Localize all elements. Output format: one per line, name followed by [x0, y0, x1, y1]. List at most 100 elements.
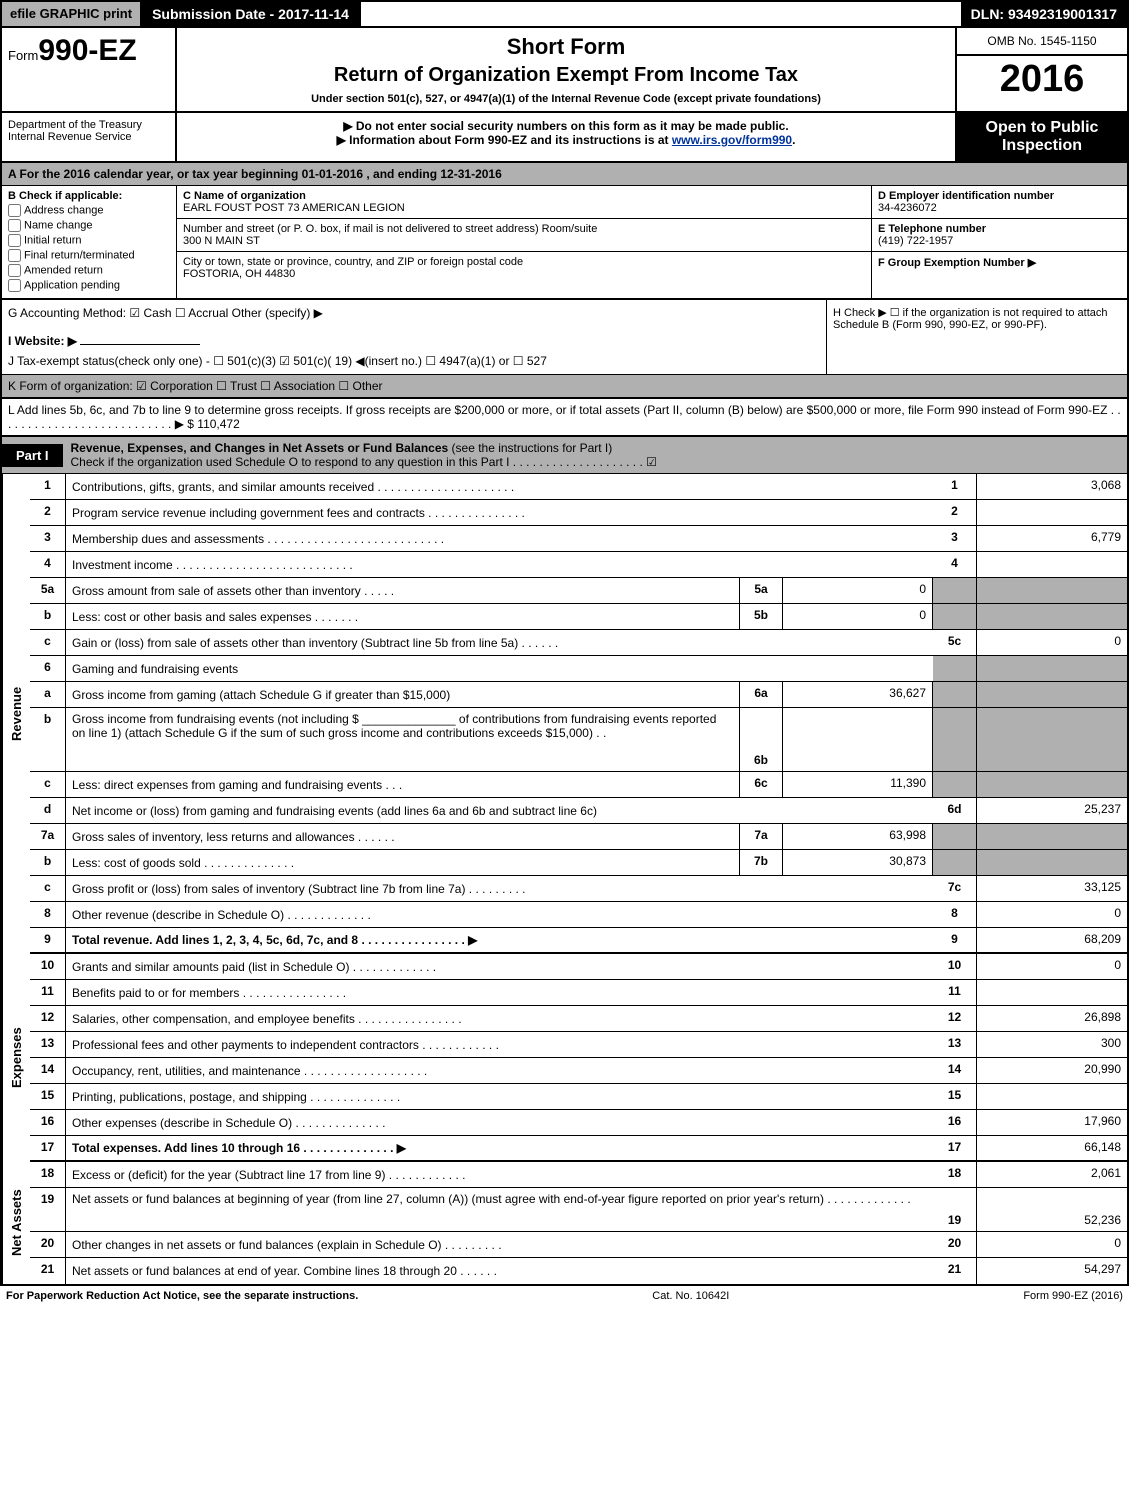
- line-5b-mbox: 5b: [739, 604, 783, 629]
- header-row-1: Form990-EZ Short Form Return of Organiza…: [0, 28, 1129, 113]
- line-6-desc: Gaming and fundraising events: [66, 656, 933, 681]
- line-6a-mval: 36,627: [783, 682, 933, 707]
- line-7b-num: b: [30, 850, 66, 875]
- omb-number: OMB No. 1545-1150: [957, 28, 1127, 56]
- line-8-val: 0: [977, 902, 1127, 927]
- line-11-num: 11: [30, 980, 66, 1005]
- header-row-2: Department of the Treasury Internal Reve…: [0, 113, 1129, 163]
- line-6-num: 6: [30, 656, 66, 681]
- line-6a-rvalblank: [977, 682, 1127, 707]
- open-line-1: Open to Public: [963, 119, 1121, 137]
- line-5a: 5a Gross amount from sale of assets othe…: [30, 578, 1127, 604]
- line-12-desc: Salaries, other compensation, and employ…: [66, 1006, 933, 1031]
- line-14-desc: Occupancy, rent, utilities, and maintena…: [66, 1058, 933, 1083]
- line-6b: b Gross income from fundraising events (…: [30, 708, 1127, 772]
- line-21-desc: Net assets or fund balances at end of ye…: [66, 1258, 933, 1284]
- line-7a-rvalblank: [977, 824, 1127, 849]
- return-title: Return of Organization Exempt From Incom…: [187, 64, 945, 87]
- part-1-title-block: Revenue, Expenses, and Changes in Net As…: [63, 437, 665, 473]
- part-1-header: Part I Revenue, Expenses, and Changes in…: [0, 437, 1129, 474]
- form990-link[interactable]: www.irs.gov/form990: [672, 133, 792, 147]
- line-2-box: 2: [933, 500, 977, 525]
- website-field[interactable]: [80, 344, 200, 345]
- part-1-check-line: Check if the organization used Schedule …: [71, 455, 657, 469]
- check-application-pending[interactable]: Application pending: [8, 279, 170, 292]
- section-i-label: I Website: ▶: [8, 334, 77, 348]
- expenses-side-label: Expenses: [2, 954, 30, 1162]
- line-11-box: 11: [933, 980, 977, 1005]
- line-5a-mval: 0: [783, 578, 933, 603]
- section-gh-row: G Accounting Method: ☑ Cash ☐ Accrual Ot…: [0, 300, 1129, 375]
- line-5a-mbox: 5a: [739, 578, 783, 603]
- footer-right: Form 990-EZ (2016): [1023, 1290, 1123, 1302]
- line-9: 9 Total revenue. Add lines 1, 2, 3, 4, 5…: [30, 928, 1127, 954]
- line-8-desc: Other revenue (describe in Schedule O) .…: [66, 902, 933, 927]
- part-1-pill: Part I: [2, 444, 63, 467]
- check-address-change[interactable]: Address change: [8, 204, 170, 217]
- section-def-column: D Employer identification number 34-4236…: [872, 186, 1127, 298]
- org-addr-value: 300 N MAIN ST: [183, 235, 260, 247]
- instr-line-1: ▶ Do not enter social security numbers o…: [187, 119, 945, 133]
- line-5a-desc: Gross amount from sale of assets other t…: [66, 578, 739, 603]
- line-19-val: 52,236: [977, 1188, 1127, 1231]
- line-6c-mval: 11,390: [783, 772, 933, 797]
- line-4-desc: Investment income . . . . . . . . . . . …: [66, 552, 933, 577]
- line-17-box: 17: [933, 1136, 977, 1160]
- line-6b-mbox: 6b: [739, 708, 783, 771]
- tel-value: (419) 722-1957: [878, 235, 953, 247]
- section-b-column: B Check if applicable: Address change Na…: [2, 186, 177, 298]
- form-number-cell: Form990-EZ: [2, 28, 177, 111]
- efile-print-button[interactable]: efile GRAPHIC print: [2, 2, 142, 26]
- line-5c-num: c: [30, 630, 66, 655]
- group-exemption-label: F Group Exemption Number ▶: [878, 257, 1036, 269]
- line-15-box: 15: [933, 1084, 977, 1109]
- line-6a-rblank: [933, 682, 977, 707]
- line-4-num: 4: [30, 552, 66, 577]
- check-amended-return[interactable]: Amended return: [8, 264, 170, 277]
- ein-value: 34-4236072: [878, 202, 937, 214]
- line-6a: a Gross income from gaming (attach Sched…: [30, 682, 1127, 708]
- footer-center: Cat. No. 10642I: [652, 1290, 729, 1302]
- check-initial-return[interactable]: Initial return: [8, 234, 170, 247]
- info-row: B Check if applicable: Address change Na…: [0, 186, 1129, 300]
- check-name-change[interactable]: Name change: [8, 219, 170, 232]
- instructions-cell: ▶ Do not enter social security numbers o…: [177, 113, 957, 161]
- line-5c: c Gain or (loss) from sale of assets oth…: [30, 630, 1127, 656]
- check-final-return[interactable]: Final return/terminated: [8, 249, 170, 262]
- line-16-desc: Other expenses (describe in Schedule O) …: [66, 1110, 933, 1135]
- ein-label: D Employer identification number: [878, 190, 1054, 202]
- line-7a-num: 7a: [30, 824, 66, 849]
- line-14-box: 14: [933, 1058, 977, 1083]
- line-1: 1 Contributions, gifts, grants, and simi…: [30, 474, 1127, 500]
- line-11-val: [977, 980, 1127, 1005]
- line-5a-num: 5a: [30, 578, 66, 603]
- section-g: G Accounting Method: ☑ Cash ☐ Accrual Ot…: [2, 300, 827, 374]
- line-14-num: 14: [30, 1058, 66, 1083]
- line-3-box: 3: [933, 526, 977, 551]
- line-7b: b Less: cost of goods sold . . . . . . .…: [30, 850, 1127, 876]
- line-8-num: 8: [30, 902, 66, 927]
- line-7c: c Gross profit or (loss) from sales of i…: [30, 876, 1127, 902]
- line-7b-desc: Less: cost of goods sold . . . . . . . .…: [66, 850, 739, 875]
- line-2: 2 Program service revenue including gove…: [30, 500, 1127, 526]
- line-6c-mbox: 6c: [739, 772, 783, 797]
- line-20: 20 Other changes in net assets or fund b…: [30, 1232, 1127, 1258]
- line-6b-num: b: [30, 708, 66, 771]
- line-6-rblank: [933, 656, 977, 681]
- line-18-desc: Excess or (deficit) for the year (Subtra…: [66, 1162, 933, 1187]
- department-cell: Department of the Treasury Internal Reve…: [2, 113, 177, 161]
- line-7a-rblank: [933, 824, 977, 849]
- line-6-rvalblank: [977, 656, 1127, 681]
- line-3-num: 3: [30, 526, 66, 551]
- section-l-value: 110,472: [197, 417, 240, 431]
- line-10-num: 10: [30, 954, 66, 979]
- line-6b-mval: [783, 708, 933, 771]
- line-17-num: 17: [30, 1136, 66, 1160]
- org-name-label: C Name of organization: [183, 190, 306, 202]
- short-form-title: Short Form: [187, 34, 945, 60]
- line-3-val: 6,779: [977, 526, 1127, 551]
- line-6d-val: 25,237: [977, 798, 1127, 823]
- under-section-text: Under section 501(c), 527, or 4947(a)(1)…: [187, 93, 945, 105]
- line-13-desc: Professional fees and other payments to …: [66, 1032, 933, 1057]
- form-prefix: Form: [8, 48, 38, 63]
